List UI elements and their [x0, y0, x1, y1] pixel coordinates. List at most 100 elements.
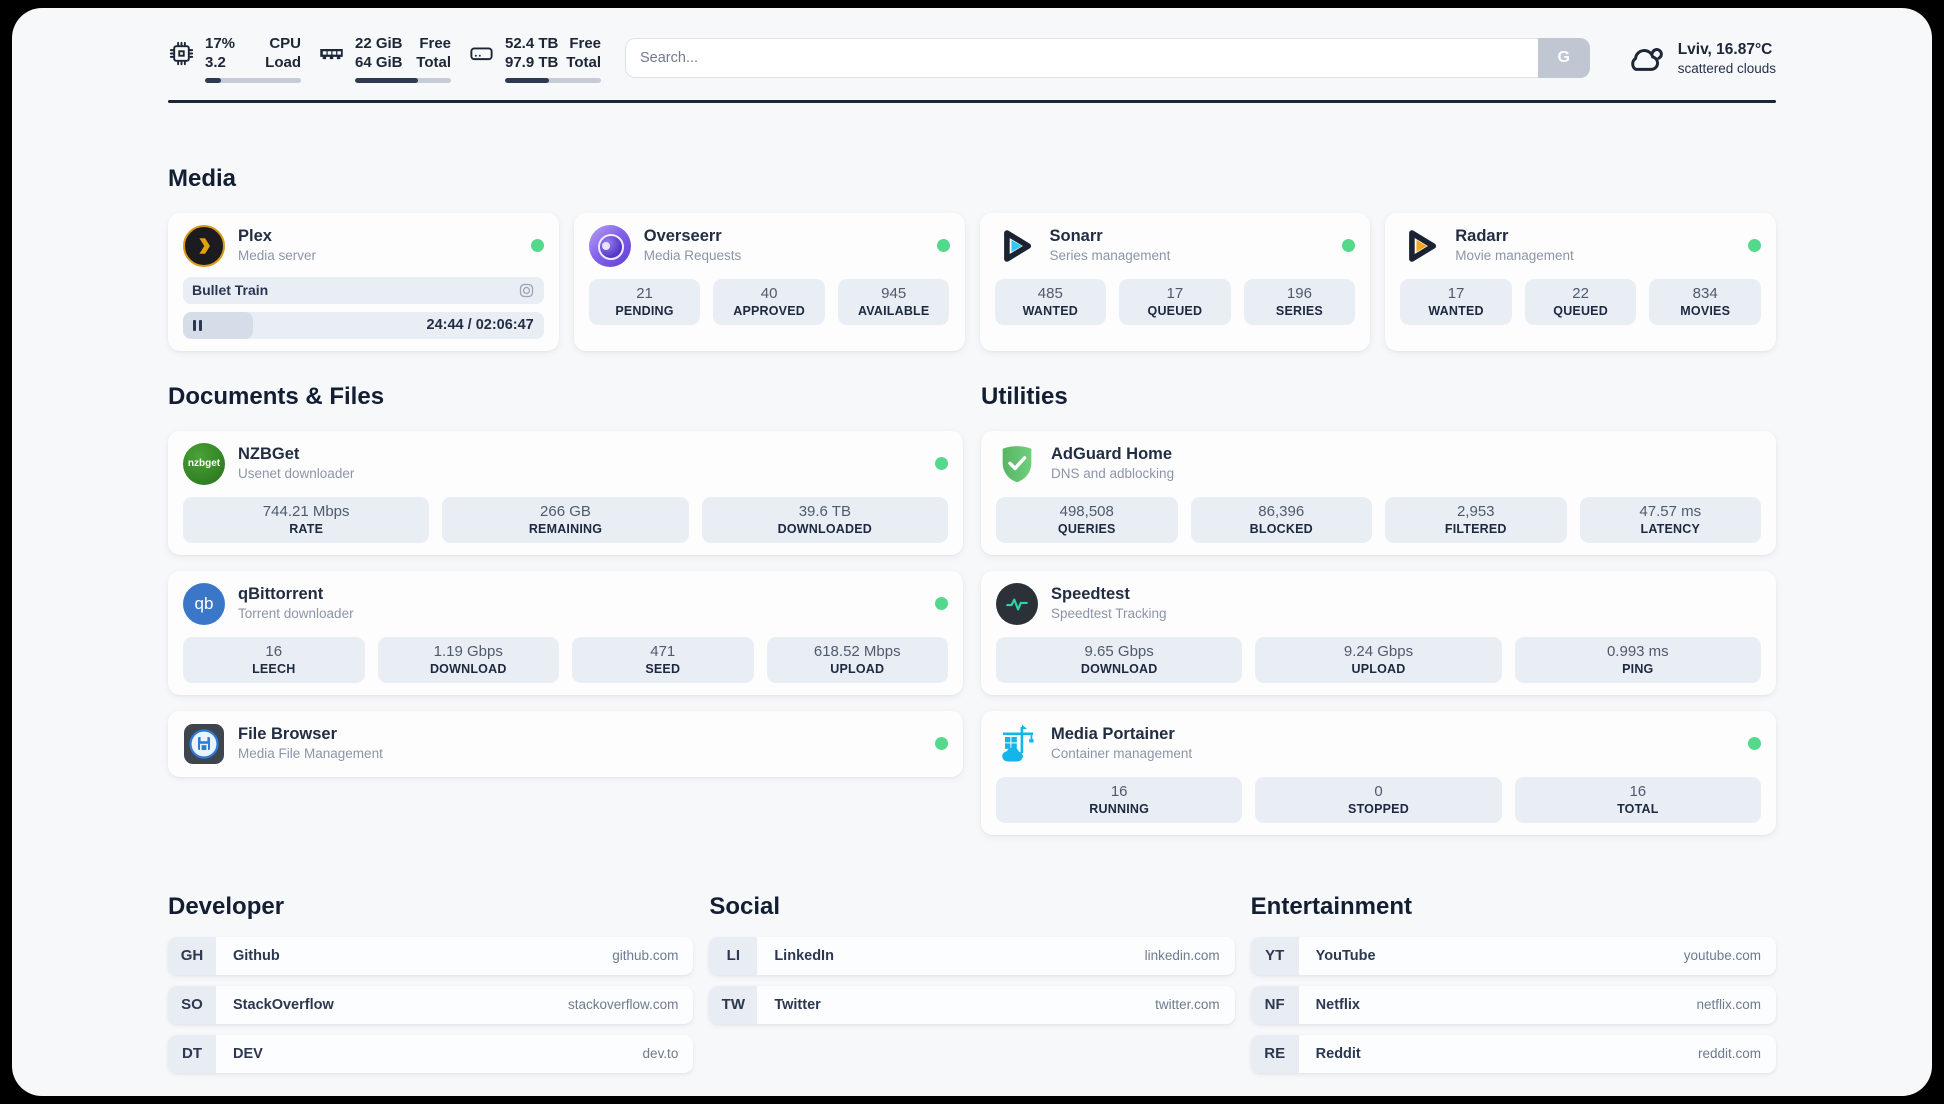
bookmark-twitter[interactable]: TW Twitter twitter.com — [709, 985, 1235, 1024]
app-card-speedtest[interactable]: Speedtest Speedtest Tracking 9.65 Gbps DO… — [981, 570, 1776, 695]
status-dot — [935, 597, 948, 610]
bookmark-abbr: DT — [168, 1034, 216, 1073]
cpu-load: 3.2 — [205, 54, 226, 71]
system-stats: 17% CPU 3.2 Load 22 GiB Free 64 GiB Total — [168, 34, 601, 83]
status-dot — [530, 239, 544, 252]
stat-filtered: 2,953 FILTERED — [1385, 496, 1567, 543]
pause-icon — [193, 319, 202, 331]
bookmark-url: youtube.com — [1683, 948, 1761, 963]
bookmark-youtube[interactable]: YT YouTube youtube.com — [1250, 936, 1776, 975]
app-description: Speedtest Tracking — [1051, 606, 1167, 622]
header: 17% CPU 3.2 Load 22 GiB Free 64 GiB Total — [168, 34, 1776, 83]
stat-queued: 22 QUEUED — [1524, 278, 1637, 325]
bookmark-url: reddit.com — [1697, 1046, 1761, 1061]
search-bar: G — [625, 38, 1590, 79]
ram-progress-fill — [355, 78, 419, 83]
overseerr-icon — [588, 224, 631, 267]
stat-download: 9.65 Gbps DOWNLOAD — [996, 636, 1243, 683]
stat-rate: 744.21 Mbps RATE — [183, 496, 430, 543]
bookmark-name: Twitter — [774, 996, 821, 1013]
now-playing-bar: Bullet Train — [183, 276, 544, 304]
app-card-adguard[interactable]: AdGuard Home DNS and adblocking 498,508 Q… — [981, 430, 1776, 555]
bookmark-dev[interactable]: DT DEV dev.to — [168, 1034, 694, 1073]
adguard-icon — [996, 443, 1038, 485]
ram-progress-track — [355, 78, 451, 83]
video-session-icon — [519, 283, 533, 297]
app-description: Media server — [238, 248, 317, 264]
ram-free: 22 GiB — [355, 35, 403, 52]
disk-icon — [470, 47, 493, 61]
bookmark-url: github.com — [612, 948, 679, 963]
stat-movies: 834 MOVIES — [1649, 278, 1761, 325]
search-input[interactable] — [625, 38, 1538, 79]
app-card-radarr[interactable]: Radarr Movie management 17 WANTED 22 QUEUE… — [1385, 212, 1776, 351]
app-card-portainer[interactable]: Media Portainer Container management 16 R… — [981, 710, 1776, 835]
playback-time: 24:44 / 02:06:47 — [426, 317, 534, 333]
app-description: Movie management — [1455, 248, 1574, 264]
section-title-developer: Developer — [168, 892, 285, 920]
app-name: Overseerr — [643, 226, 722, 245]
app-card-plex[interactable]: Plex Media server Bullet Train 24:44 / 0… — [168, 212, 559, 351]
memory-stat: 22 GiB Free 64 GiB Total — [318, 34, 451, 83]
app-description: Container management — [1051, 746, 1193, 762]
app-card-nzbget[interactable]: nzbget NZBGet Usenet downloader 744.21 M… — [168, 430, 963, 555]
stat-upload: 9.24 Gbps UPLOAD — [1255, 636, 1502, 683]
stat-stopped: 0 STOPPED — [1255, 776, 1502, 823]
stat-approved: 40 APPROVED — [713, 278, 825, 325]
app-name: Media Portainer — [1051, 724, 1175, 743]
disk-progress-fill — [505, 78, 550, 83]
app-card-qbittorrent[interactable]: qb qBittorrent Torrent downloader 16 LEEC… — [168, 570, 963, 695]
section-title-utilities: Utilities — [981, 382, 1068, 410]
app-card-overseerr[interactable]: Overseerr Media Requests 21 PENDING 40 APP… — [573, 212, 965, 351]
stat-blocked: 86,396 BLOCKED — [1190, 496, 1372, 543]
bookmark-name: Github — [233, 947, 280, 964]
filebrowser-icon — [183, 723, 225, 765]
bookmark-abbr: TW — [709, 985, 758, 1024]
radarr-icon — [1400, 225, 1442, 267]
bookmark-abbr: NF — [1250, 985, 1299, 1024]
app-card-sonarr[interactable]: Sonarr Series management 485 WANTED 17 QUE… — [979, 212, 1371, 351]
stat-latency: 47.57 ms LATENCY — [1579, 496, 1761, 543]
bookmark-abbr: RE — [1250, 1034, 1299, 1073]
stat-download: 1.19 Gbps DOWNLOAD — [377, 636, 559, 683]
section-documents: Documents & Files nzbget NZBGet Usenet d… — [168, 383, 963, 777]
bookmark-stackoverflow[interactable]: SO StackOverflow stackoverflow.com — [168, 985, 694, 1024]
qbittorrent-icon: qb — [183, 582, 225, 625]
status-dot — [936, 239, 950, 252]
section-title-entertainment: Entertainment — [1250, 892, 1413, 920]
stat-leech: 16 LEECH — [183, 636, 365, 683]
search-engine-button[interactable]: G — [1537, 38, 1590, 79]
disk-total-label: Total — [566, 54, 601, 71]
stat-wanted: 485 WANTED — [994, 278, 1107, 325]
portainer-icon — [996, 723, 1038, 765]
bookmark-reddit[interactable]: RE Reddit reddit.com — [1250, 1034, 1776, 1073]
disk-free-label: Free — [569, 35, 601, 52]
app-name: AdGuard Home — [1051, 444, 1173, 463]
section-developer: Developer GH Github github.com SO StackO… — [168, 892, 694, 1084]
section-social: Social LI LinkedIn linkedin.com TW Twitt… — [709, 892, 1235, 1084]
disk-progress-track — [505, 78, 601, 83]
cpu-label: CPU — [269, 35, 301, 52]
status-dot — [935, 737, 948, 750]
ram-total: 64 GiB — [355, 54, 403, 71]
status-dot — [1342, 239, 1356, 252]
stat-downloaded: 39.6 TB DOWNLOADED — [701, 496, 948, 543]
cpu-progress-fill — [205, 78, 222, 83]
status-dot — [1748, 239, 1761, 252]
nzbget-icon-text: nzbget — [187, 458, 221, 469]
bookmark-abbr: GH — [168, 936, 216, 975]
bookmark-linkedin[interactable]: LI LinkedIn linkedin.com — [709, 936, 1235, 975]
status-dot — [1748, 737, 1761, 750]
section-title-social: Social — [709, 892, 781, 920]
bookmark-github[interactable]: GH Github github.com — [168, 936, 694, 975]
cpu-percent: 17% — [205, 35, 236, 52]
section-title-media: Media — [168, 164, 237, 192]
bookmark-netflix[interactable]: NF Netflix netflix.com — [1250, 985, 1776, 1024]
section-utilities: Utilities AdGuard Home DNS and adblockin… — [981, 383, 1776, 835]
speedtest-icon — [996, 582, 1038, 625]
dashboard-page: 17% CPU 3.2 Load 22 GiB Free 64 GiB Total — [12, 8, 1932, 1096]
stat-upload: 618.52 Mbps UPLOAD — [766, 636, 948, 683]
app-card-filebrowser[interactable]: File Browser Media File Management — [168, 710, 963, 777]
section-media: Plex Media server Bullet Train 24:44 / 0… — [168, 212, 1776, 351]
bookmark-url: linkedin.com — [1144, 948, 1220, 963]
